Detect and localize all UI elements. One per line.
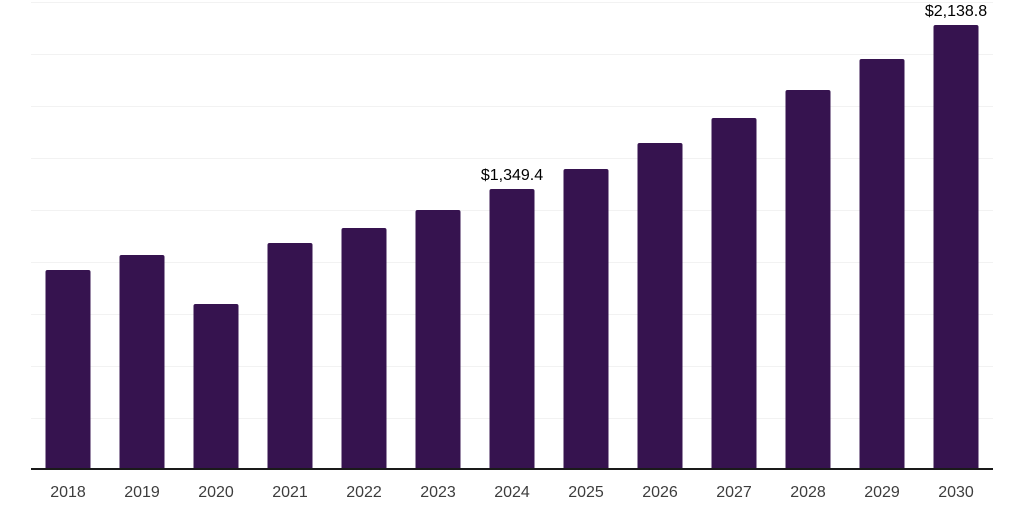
bar-band: $2,138.8 [919,0,993,470]
bar [489,189,535,470]
x-tick-label: 2018 [50,484,86,501]
gridline [31,2,993,3]
x-tick-label: 2029 [864,484,900,501]
x-tick-label: 2027 [716,484,752,501]
x-tick-label: 2025 [568,484,604,501]
x-tick-label: 2028 [790,484,826,501]
bar [415,209,461,470]
plot-area: $1,349.4 $2,138.8 [31,0,993,470]
x-tick-label: 2024 [494,484,530,501]
x-tick-label: 2030 [938,484,974,501]
bar-data-label: $2,138.8 [924,3,988,21]
x-axis-labels: 2018 2019 2020 2021 2022 2023 2024 2025 2026 2027… [31,484,993,502]
bar [119,254,165,470]
gridline [31,158,993,159]
gridline [31,106,993,107]
x-tick-label: 2023 [420,484,456,501]
bar [933,25,979,470]
x-tick-label: 2021 [272,484,308,501]
gridline [31,54,993,55]
bar [637,143,683,470]
bar [267,243,313,470]
bar [785,89,831,470]
x-tick-label: 2019 [124,484,160,501]
bar-band [105,0,179,470]
bar-band: $1,349.4 [475,0,549,470]
bar-band [623,0,697,470]
bar-band [697,0,771,470]
bar-data-label: $1,349.4 [480,167,544,185]
x-axis-line [31,468,993,470]
bar [859,58,905,470]
bar-band [31,0,105,470]
bar-band [327,0,401,470]
bar-band [845,0,919,470]
bar-band [771,0,845,470]
bar [341,227,387,470]
bar-band [401,0,475,470]
bar-band [253,0,327,470]
bar-band [179,0,253,470]
bar [563,168,609,470]
x-tick-label: 2020 [198,484,234,501]
bar [45,270,91,470]
bar [193,303,239,470]
x-tick-label: 2022 [346,484,382,501]
x-tick-label: 2026 [642,484,678,501]
bar-band [549,0,623,470]
bars: $1,349.4 $2,138.8 [31,0,993,470]
bar [711,117,757,470]
